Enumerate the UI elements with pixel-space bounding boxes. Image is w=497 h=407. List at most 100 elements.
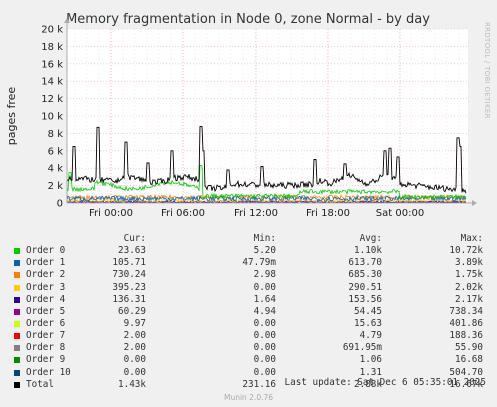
series-line-order-0 bbox=[66, 165, 467, 201]
legend-max: 2.02k bbox=[455, 281, 483, 293]
y-tick-label: 4 k bbox=[48, 164, 64, 175]
legend-swatch bbox=[14, 320, 20, 327]
legend-min: 0.00 bbox=[253, 342, 276, 354]
legend-row: Order 3 395.23 0.00 290.51 2.02k bbox=[12, 282, 488, 294]
x-tick-label: Fri 12:00 bbox=[234, 208, 278, 219]
legend-swatch bbox=[14, 284, 20, 291]
legend-swatch bbox=[14, 369, 20, 376]
legend-min: 47.79m bbox=[242, 257, 276, 269]
x-ticks: Fri 00:00 Fri 06:00 Fri 12:00 Fri 18:00 Sat … bbox=[89, 208, 424, 219]
legend-cur: 2.00 bbox=[123, 330, 146, 342]
legend-series-name: Order 6 bbox=[26, 317, 66, 329]
legend-row: Order 7 2.00 0.00 4.79 188.36 bbox=[12, 330, 488, 342]
y-tick-label: 20 k bbox=[41, 25, 63, 36]
legend-cur: 0.00 bbox=[123, 366, 146, 378]
legend-max: 401.86 bbox=[449, 317, 483, 329]
legend-min: 0.00 bbox=[253, 317, 276, 329]
y-tick-label: 6 k bbox=[48, 146, 64, 157]
y-tick-label: 16 k bbox=[41, 59, 63, 70]
legend-max: 16.68 bbox=[455, 354, 483, 366]
legend-row: Total 1.43k 231.16 2.88k 16.67k bbox=[12, 379, 488, 391]
legend-series-name: Total bbox=[26, 378, 54, 390]
legend-max: 188.36 bbox=[449, 330, 483, 342]
legend-cur: 23.63 bbox=[118, 245, 146, 257]
series-line-order-4 bbox=[66, 200, 467, 204]
legend-avg: 1.31 bbox=[359, 366, 382, 378]
legend-max: 16.67k bbox=[449, 378, 483, 390]
legend-row: Order 1 105.71 47.79m 613.70 3.89k bbox=[12, 257, 488, 269]
legend-cur: 1.43k bbox=[118, 378, 146, 390]
legend-swatch bbox=[14, 248, 20, 255]
legend-max: 2.17k bbox=[455, 293, 483, 305]
legend-min: 1.64 bbox=[253, 293, 276, 305]
y-tick-label: 18 k bbox=[41, 42, 63, 53]
legend-series-name: Order 5 bbox=[26, 305, 66, 317]
series-line-order-1 bbox=[66, 194, 467, 203]
axes bbox=[64, 18, 477, 206]
col-avg: Avg: bbox=[359, 233, 382, 244]
legend-avg: 15.63 bbox=[354, 317, 382, 329]
legend-min: 2.98 bbox=[253, 269, 276, 281]
legend-swatch bbox=[14, 345, 20, 352]
legend-avg: 1.06 bbox=[359, 354, 382, 366]
legend-avg: 153.56 bbox=[348, 293, 382, 305]
legend-avg: 54.45 bbox=[354, 305, 382, 317]
legend-series-name: Order 1 bbox=[26, 257, 66, 269]
legend-max: 10.72k bbox=[449, 245, 483, 257]
legend-series-name: Order 8 bbox=[26, 342, 66, 354]
legend-max: 55.90 bbox=[455, 342, 483, 354]
legend-series-name: Order 7 bbox=[26, 330, 66, 342]
legend-min: 231.16 bbox=[242, 378, 276, 390]
plot-area bbox=[67, 29, 468, 204]
legend-max: 738.34 bbox=[449, 305, 483, 317]
last-update: Last update: Sat Dec 6 05:35:01 2025 bbox=[284, 377, 487, 388]
legend-row: Order 4 136.31 1.64 153.56 2.17k bbox=[12, 294, 488, 306]
y-axis-arrow bbox=[64, 18, 70, 23]
legend-cur: 136.31 bbox=[112, 293, 146, 305]
y-axis-label: pages free bbox=[5, 87, 18, 146]
legend-series-name: Order 3 bbox=[26, 281, 66, 293]
legend-max: 1.75k bbox=[455, 269, 483, 281]
legend-avg: 290.51 bbox=[348, 281, 382, 293]
munin-version: Munin 2.0.76 bbox=[223, 393, 274, 402]
col-cur: Cur: bbox=[123, 233, 146, 244]
y-tick-label: 10 k bbox=[41, 112, 63, 123]
legend-min: 0.00 bbox=[253, 330, 276, 342]
legend-cur: 2.00 bbox=[123, 342, 146, 354]
legend-row: Order 9 0.00 0.00 1.06 16.68 bbox=[12, 354, 488, 366]
legend-swatch bbox=[14, 308, 20, 315]
legend-max: 3.89k bbox=[455, 257, 483, 269]
legend-cur: 395.23 bbox=[112, 281, 146, 293]
legend-avg: 691.95m bbox=[342, 342, 382, 354]
legend-min: 4.94 bbox=[253, 305, 276, 317]
x-axis-arrow bbox=[472, 200, 477, 206]
y-tick-label: 14 k bbox=[41, 77, 63, 88]
legend-cur: 60.29 bbox=[118, 305, 146, 317]
legend-series-name: Order 9 bbox=[26, 354, 66, 366]
legend-swatch bbox=[14, 296, 20, 303]
legend-header: Cur: Min: Avg: Max: bbox=[12, 233, 488, 245]
legend-rows: Order 0 23.63 5.20 1.10k 10.72k Order 1 105.71… bbox=[12, 245, 488, 391]
legend-series-name: Order 10 bbox=[26, 366, 71, 378]
series-line-order-3 bbox=[66, 198, 467, 203]
chart-title: Memory fragmentation in Node 0, zone Nor… bbox=[66, 12, 430, 27]
legend-row: Order 10 0.00 0.00 1.31 504.70 bbox=[12, 367, 488, 379]
legend-min: 5.20 bbox=[253, 245, 276, 257]
y-tick-label: 0 bbox=[57, 199, 63, 210]
legend-series-name: Order 4 bbox=[26, 293, 66, 305]
legend-swatch bbox=[14, 333, 20, 340]
legend-row: Order 8 2.00 0.00 691.95m 55.90 bbox=[12, 342, 488, 354]
legend-cur: 730.24 bbox=[112, 269, 146, 281]
x-tick-label: Fri 06:00 bbox=[161, 208, 205, 219]
x-tick-label: Fri 18:00 bbox=[306, 208, 350, 219]
col-min: Min: bbox=[253, 233, 276, 244]
legend-min: 0.00 bbox=[253, 354, 276, 366]
y-tick-label: 12 k bbox=[41, 94, 63, 105]
legend-cur: 9.97 bbox=[123, 317, 146, 329]
series-line-total bbox=[66, 125, 467, 194]
legend-swatch bbox=[14, 357, 20, 364]
grid bbox=[67, 28, 467, 204]
legend-cur: 105.71 bbox=[112, 257, 146, 269]
legend-max: 504.70 bbox=[449, 366, 483, 378]
legend-swatch bbox=[14, 381, 20, 388]
